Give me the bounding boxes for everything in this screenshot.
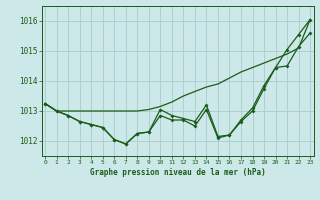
X-axis label: Graphe pression niveau de la mer (hPa): Graphe pression niveau de la mer (hPa) bbox=[90, 168, 266, 177]
